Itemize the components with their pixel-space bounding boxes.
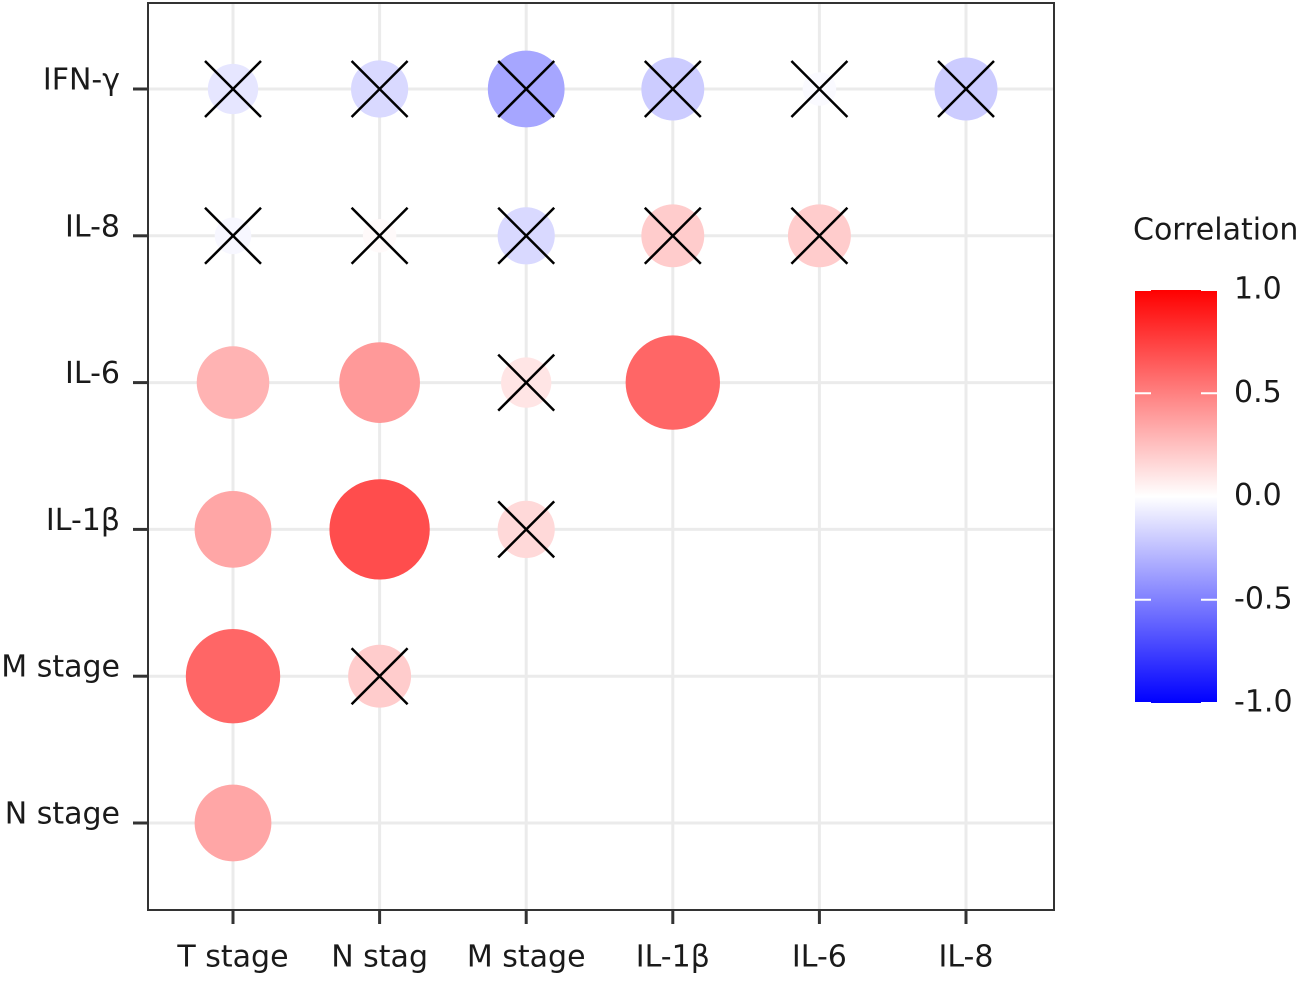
cross	[497, 353, 556, 412]
cross	[790, 206, 849, 265]
cross	[937, 60, 995, 118]
corr-circle	[625, 335, 720, 430]
y-tick-label: IL-8	[65, 209, 120, 244]
cross	[497, 500, 556, 559]
cross	[643, 60, 702, 118]
cross	[497, 206, 556, 265]
x-tick-label: T stage	[176, 940, 288, 975]
colorbar-label: 1.0	[1234, 272, 1282, 307]
y-tick-label: IFN-γ	[43, 63, 120, 98]
corr-circle	[196, 346, 270, 419]
cross	[350, 60, 409, 118]
legend-title: Correlation	[1133, 213, 1298, 248]
cross	[204, 206, 262, 265]
colorbar-label: 0.5	[1234, 375, 1282, 410]
colorbar-label: -1.0	[1234, 685, 1293, 720]
x-tick-label: N stag	[331, 940, 428, 975]
y-tick-label: N stage	[5, 797, 120, 832]
x-tick-label: IL-1β	[636, 940, 710, 975]
cross	[350, 206, 409, 265]
x-tick-label: M stage	[467, 940, 586, 975]
x-tick-label: IL-6	[792, 940, 847, 975]
corr-circle	[185, 629, 281, 724]
corr-circle	[339, 342, 420, 423]
colorbar-label: 0.0	[1234, 478, 1282, 513]
cross	[497, 60, 556, 118]
cross	[204, 60, 262, 118]
y-tick-label: M stage	[1, 650, 120, 685]
cross	[790, 60, 849, 118]
corr-circle	[194, 491, 272, 568]
panel	[148, 3, 1054, 910]
y-tick-label: IL-6	[65, 356, 120, 391]
cross	[643, 206, 702, 265]
cross	[350, 647, 409, 706]
corr-circle	[194, 784, 272, 862]
x-tick-label: IL-8	[939, 940, 994, 975]
corr-circle	[329, 479, 430, 580]
y-tick-label: IL-1β	[46, 503, 120, 538]
panel-border	[147, 2, 1055, 911]
colorbar-label: -0.5	[1234, 581, 1293, 616]
